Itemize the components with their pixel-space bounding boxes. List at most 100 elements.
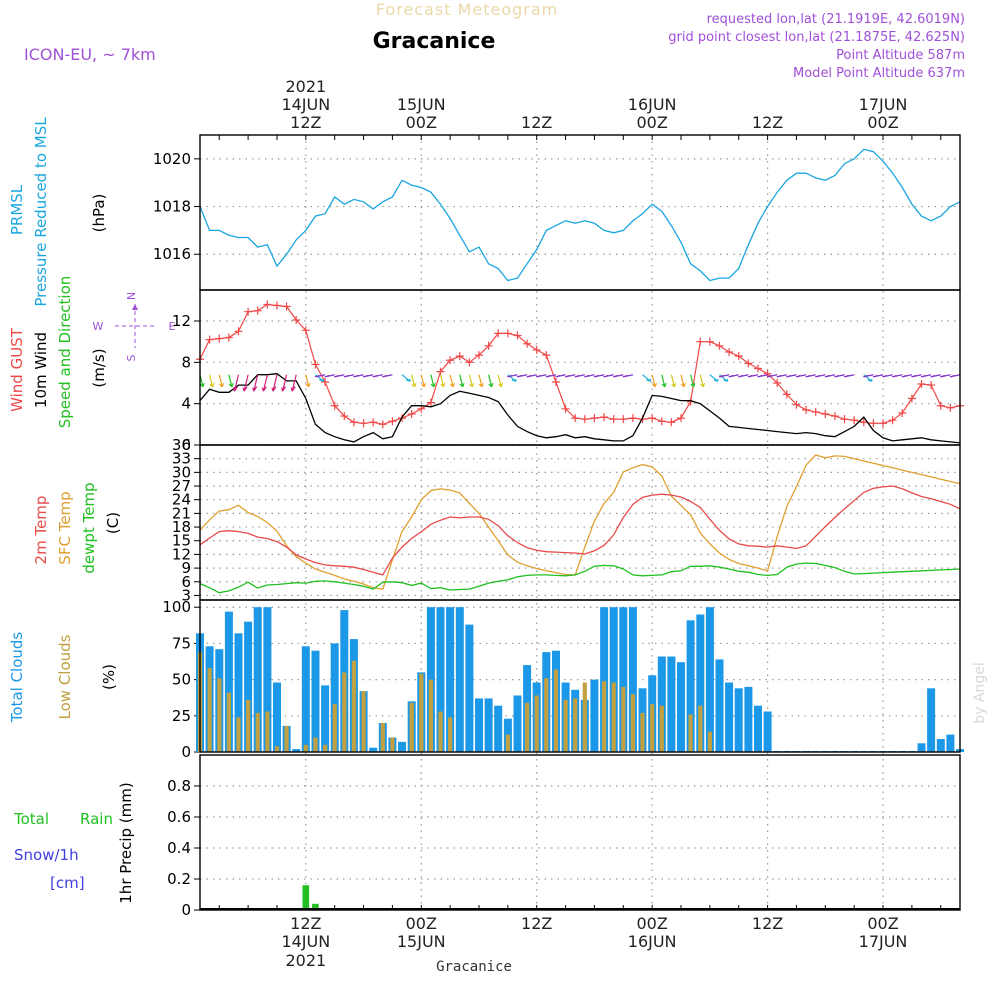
total-cloud-bar (301, 646, 310, 752)
gust-marker (474, 351, 483, 360)
low-cloud-bar (602, 681, 607, 752)
precip-unit-label: 1hr Precip (mm) (117, 782, 135, 903)
total-cloud-bar (465, 624, 474, 752)
low-cloud-bar (698, 705, 703, 752)
total-cloud-bar (936, 739, 945, 752)
bottom-hour-label: 00Z (636, 914, 667, 933)
wind-direction-arrow (232, 374, 240, 392)
bottom-hour-label: 00Z (406, 914, 437, 933)
low-cloud-bar (419, 673, 424, 752)
value-tick-label: 9 (181, 559, 191, 577)
total-cloud-bar (455, 607, 464, 752)
gust-marker (523, 339, 532, 348)
gust-marker (561, 404, 570, 413)
gust-marker (600, 413, 609, 422)
gust-marker (869, 419, 878, 428)
gust-marker (282, 302, 291, 311)
gust-marker (830, 412, 839, 421)
low-cloud-bar (640, 712, 645, 752)
gust-marker (821, 410, 830, 418)
wind-direction-arrow (261, 374, 268, 392)
wind-direction-arrow (814, 374, 826, 378)
top-date-label: 17JUN (859, 95, 908, 114)
value-tick-label: 0 (181, 436, 191, 454)
top-hour-label: 00Z (406, 113, 437, 132)
watermark: by Angel (972, 662, 988, 723)
low-cloud-bar (534, 695, 539, 752)
total-cloud-bar (590, 679, 599, 752)
wind-direction-arrow (526, 374, 537, 378)
total-cloud-bar (754, 705, 762, 752)
wind-direction-arrow (497, 374, 504, 388)
gust-marker (330, 401, 339, 410)
wind-direction-arrow (747, 374, 759, 378)
rain-bar (312, 903, 319, 910)
chart-marks (196, 148, 964, 910)
wind-direction-arrow (281, 374, 288, 392)
gust-marker (378, 420, 387, 429)
value-tick-label: 50 (172, 671, 191, 689)
gust-marker (215, 334, 224, 343)
low-cloud-bar (621, 686, 626, 752)
gust-marker (590, 414, 599, 423)
low-cloud-bar (236, 717, 241, 752)
gust-marker (850, 416, 859, 425)
dewpt-label: dewpt Temp (80, 482, 98, 573)
wind-direction-arrow (757, 374, 768, 378)
gust-marker (465, 358, 474, 367)
low-cloud-bar (525, 702, 530, 752)
total-cloud-bar (253, 607, 262, 752)
value-tick-label: 1016 (153, 245, 191, 263)
gust-marker (782, 390, 791, 399)
low-cloud-bar (255, 712, 260, 752)
gust-marker (224, 333, 233, 342)
total-cloud-bar (484, 698, 493, 752)
low-cloud-bar (448, 717, 453, 752)
low-cloud-bar (265, 711, 270, 752)
total-cloud-bar (619, 607, 628, 752)
wind-direction-arrow (786, 374, 797, 378)
bottom-hour-label: 12Z (752, 914, 783, 933)
wind-direction-arrow (271, 374, 278, 392)
value-tick-label: 36 (172, 436, 191, 454)
gust-marker (292, 315, 301, 324)
wind-direction-arrow (863, 374, 874, 378)
wind-direction-arrow (949, 374, 961, 378)
gust-marker (551, 377, 560, 386)
total-cloud-bar (600, 607, 609, 752)
wind-direction-arrow (468, 374, 475, 388)
pressure-line (199, 148, 961, 282)
gust-marker (725, 348, 734, 356)
point-altitude: Point Altitude 587m (836, 48, 965, 63)
gust-marker (609, 415, 618, 424)
precip-rain-label: Rain (80, 810, 113, 828)
low-cloud-bar (246, 699, 251, 752)
total-cloud-bar (273, 682, 281, 752)
low-cloud-bar (573, 698, 578, 752)
total-cloud-bar (292, 749, 301, 752)
wind-direction-arrow (401, 374, 411, 382)
wind-direction-arrow (555, 374, 566, 378)
low-cloud-bar (438, 711, 443, 752)
wind-direction-arrow (824, 374, 836, 378)
wind-direction-arrow (843, 374, 855, 378)
precip-snow-label: Snow/1h (14, 846, 79, 864)
compass-west: W (93, 320, 104, 333)
clouds-unit-label: (%) (100, 664, 118, 690)
low-cloud-bar (563, 699, 568, 752)
gust-marker (734, 352, 743, 361)
wind-direction-arrow (872, 374, 884, 378)
wind-direction-arrow (478, 374, 484, 388)
total-cloud-bar (734, 688, 743, 752)
total-cloud-bar (234, 633, 243, 752)
bottom-date-label: 16JUN (628, 932, 677, 951)
low-clouds-label: Low Clouds (56, 634, 74, 719)
wind-direction-arrow (381, 374, 393, 378)
wind-direction-arrow (911, 374, 922, 378)
wind-direction-arrow (252, 374, 259, 392)
total-cloud-bar (263, 607, 272, 752)
wind-direction-arrow (593, 374, 605, 378)
gust-marker (888, 416, 897, 425)
